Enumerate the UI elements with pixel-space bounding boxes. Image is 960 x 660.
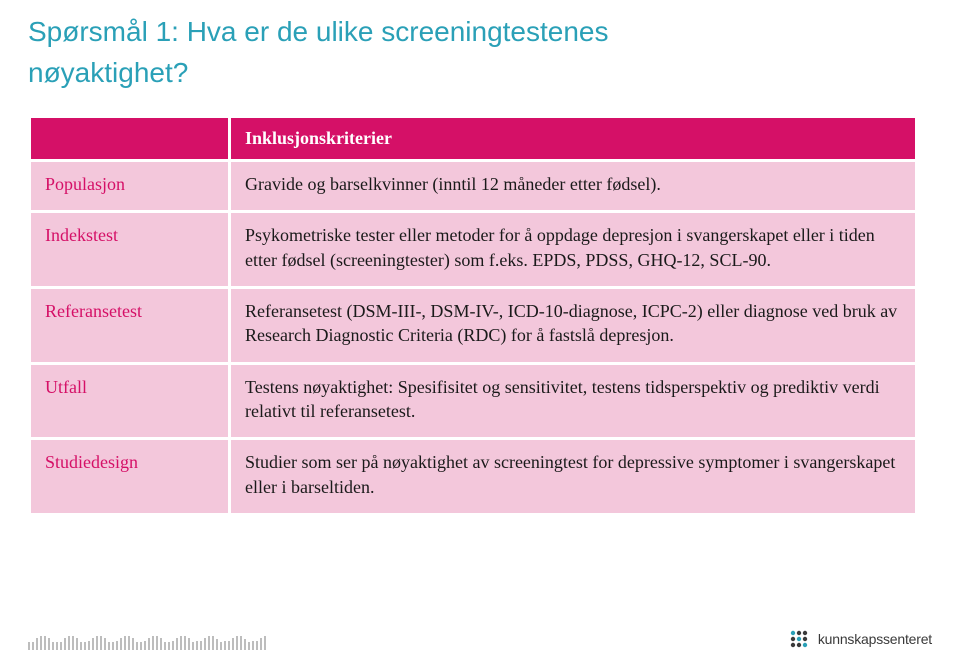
row-content: Studier som ser på nøyaktighet av screen… bbox=[230, 439, 917, 515]
table-row: Referansetest Referansetest (DSM-III-, D… bbox=[30, 288, 917, 364]
criteria-table-container: Inklusjonskriterier Populasjon Gravide o… bbox=[0, 93, 960, 516]
table-header-right: Inklusjonskriterier bbox=[230, 117, 917, 161]
row-label: Utfall bbox=[30, 363, 230, 439]
page-title: Spørsmål 1: Hva er de ulike screeningtes… bbox=[0, 0, 960, 93]
criteria-table: Inklusjonskriterier Populasjon Gravide o… bbox=[28, 115, 918, 516]
table-row: Utfall Testens nøyaktighet: Spesifisitet… bbox=[30, 363, 917, 439]
row-label: Populasjon bbox=[30, 161, 230, 212]
footer-ticks bbox=[28, 636, 266, 650]
row-content: Gravide og barselkvinner (inntil 12 måne… bbox=[230, 161, 917, 212]
table-row: Populasjon Gravide og barselkvinner (inn… bbox=[30, 161, 917, 212]
row-label: Indekstest bbox=[30, 212, 230, 288]
row-content: Testens nøyaktighet: Spesifisitet og sen… bbox=[230, 363, 917, 439]
row-content: Psykometriske tester eller metoder for å… bbox=[230, 212, 917, 288]
title-line-1: Spørsmål 1: Hva er de ulike screeningtes… bbox=[28, 16, 609, 47]
table-header-left bbox=[30, 117, 230, 161]
table-row: Studiedesign Studier som ser på nøyaktig… bbox=[30, 439, 917, 515]
brand-text: kunnskapssenteret bbox=[818, 631, 932, 647]
title-line-2: nøyaktighet? bbox=[28, 57, 188, 88]
brand-logo-icon bbox=[788, 628, 810, 650]
table-row: Indekstest Psykometriske tester eller me… bbox=[30, 212, 917, 288]
row-label: Studiedesign bbox=[30, 439, 230, 515]
brand-logo: kunnskapssenteret bbox=[788, 628, 932, 650]
slide-footer: kunnskapssenteret bbox=[28, 626, 932, 650]
row-label: Referansetest bbox=[30, 288, 230, 364]
row-content: Referansetest (DSM-III-, DSM-IV-, ICD-10… bbox=[230, 288, 917, 364]
